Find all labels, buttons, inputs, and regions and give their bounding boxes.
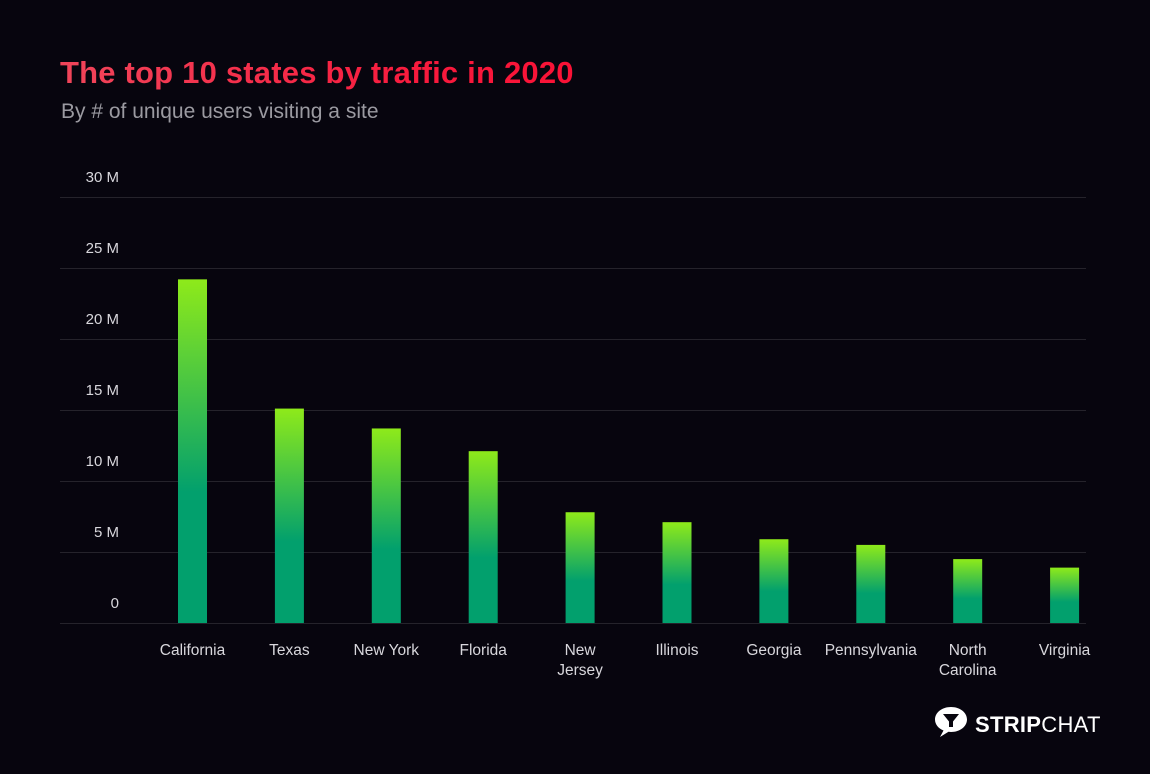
bar-florida	[468, 451, 498, 623]
stripchat-logo: STRIPCHAT	[934, 706, 1101, 743]
bar-pennsylvania	[856, 544, 886, 623]
y-tick-label: 25 M	[86, 240, 119, 257]
bar-virginia	[1050, 567, 1080, 623]
x-tick-label: California	[160, 642, 226, 659]
chart-title: The top 10 states by traffic in 2020	[60, 55, 574, 90]
x-tick-label: New Jersey	[557, 642, 603, 679]
bar-new-jersey	[565, 512, 595, 623]
y-tick-label: 0	[111, 595, 119, 612]
bar-chart: 0 5 M 10 M 15 M 20 M 25 M 30 M California Texas…	[60, 169, 1091, 679]
x-tick-label: Texas	[269, 642, 310, 659]
bar-georgia	[759, 539, 789, 623]
y-tick-label: 10 M	[86, 453, 119, 470]
bar-illinois	[662, 522, 692, 623]
bar-north-carolina	[953, 559, 983, 623]
brand-name-bold: STRIP	[975, 711, 1042, 737]
x-tick-label: Georgia	[746, 642, 802, 659]
y-tick-label: 30 M	[86, 169, 119, 186]
brand-name-light: CHAT	[1041, 711, 1101, 737]
x-axis: California Texas New York Florida New Jersey I…	[160, 642, 1091, 679]
bar-new-york	[371, 428, 401, 623]
brand-name: STRIPCHAT	[975, 712, 1101, 738]
speech-bubble-glass-icon	[934, 706, 968, 743]
x-tick-label: Illinois	[655, 642, 698, 659]
chart-subtitle: By # of unique users visiting a site	[61, 100, 379, 123]
x-tick-label: Pennsylvania	[825, 642, 918, 659]
x-tick-label: North Carolina	[939, 642, 997, 679]
x-tick-label: Virginia	[1039, 642, 1091, 659]
x-tick-label: New York	[354, 642, 420, 659]
bars	[178, 279, 1080, 623]
y-tick-label: 5 M	[94, 524, 119, 541]
y-tick-label: 15 M	[86, 382, 119, 399]
y-axis: 0 5 M 10 M 15 M 20 M 25 M 30 M	[86, 169, 119, 612]
x-tick-label: Florida	[460, 642, 508, 659]
y-tick-label: 20 M	[86, 311, 119, 328]
bar-texas	[274, 408, 304, 623]
bar-california	[178, 279, 207, 623]
